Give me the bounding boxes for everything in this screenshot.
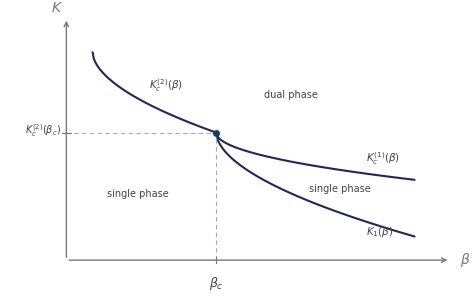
Text: dual phase: dual phase (264, 90, 318, 100)
Text: $K_c^{(1)}(\beta)$: $K_c^{(1)}(\beta)$ (366, 150, 400, 167)
Text: $K$: $K$ (51, 1, 63, 15)
Text: $K_c^{(2)}(\beta_c)$: $K_c^{(2)}(\beta_c)$ (26, 123, 62, 139)
Text: $\beta_c$: $\beta_c$ (209, 275, 223, 292)
Text: $K_c^{(2)}(\beta)$: $K_c^{(2)}(\beta)$ (149, 77, 182, 94)
Text: single phase: single phase (107, 189, 168, 199)
Text: single phase: single phase (309, 184, 371, 194)
Text: $K_1(\beta)$: $K_1(\beta)$ (366, 225, 393, 239)
Text: $\beta$: $\beta$ (460, 251, 470, 269)
